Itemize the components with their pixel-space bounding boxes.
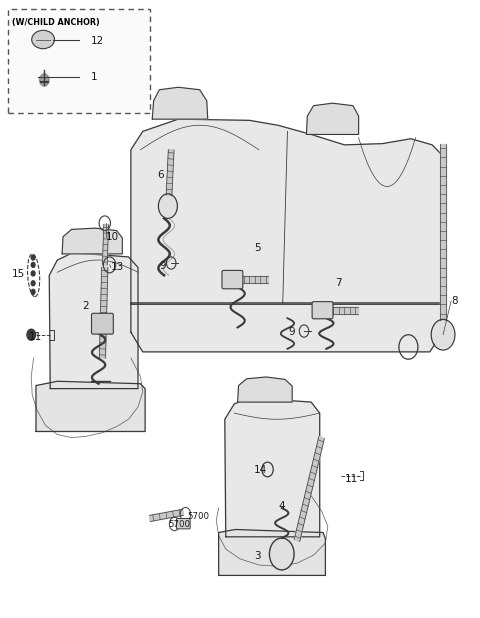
Text: 10: 10: [106, 232, 120, 242]
Text: 5700: 5700: [169, 520, 191, 529]
Polygon shape: [219, 530, 325, 575]
Polygon shape: [166, 150, 174, 199]
Polygon shape: [294, 436, 324, 541]
Text: (W/CHILD ANCHOR): (W/CHILD ANCHOR): [12, 18, 100, 27]
Polygon shape: [99, 267, 108, 358]
Text: 11: 11: [344, 474, 358, 485]
Polygon shape: [225, 398, 320, 537]
FancyBboxPatch shape: [177, 519, 190, 529]
Polygon shape: [306, 103, 359, 135]
Circle shape: [39, 74, 49, 86]
Text: 5700: 5700: [188, 512, 210, 520]
Text: 7: 7: [335, 277, 341, 287]
Polygon shape: [325, 307, 358, 314]
Text: 11: 11: [29, 332, 42, 342]
Circle shape: [31, 255, 35, 260]
FancyBboxPatch shape: [312, 302, 333, 319]
Text: 9: 9: [288, 328, 295, 337]
FancyBboxPatch shape: [222, 271, 243, 289]
FancyBboxPatch shape: [92, 313, 113, 334]
Text: 1: 1: [91, 72, 97, 82]
Polygon shape: [150, 509, 183, 522]
Polygon shape: [131, 303, 444, 352]
Text: 13: 13: [111, 263, 124, 273]
Text: 2: 2: [83, 301, 89, 311]
Circle shape: [270, 540, 293, 569]
Circle shape: [27, 329, 36, 341]
Polygon shape: [235, 276, 268, 283]
Circle shape: [432, 321, 454, 349]
FancyBboxPatch shape: [9, 9, 150, 113]
Text: 4: 4: [278, 501, 285, 511]
Text: 5: 5: [254, 243, 261, 253]
Text: 15: 15: [12, 269, 25, 279]
Text: 9: 9: [160, 261, 167, 271]
Polygon shape: [238, 377, 292, 402]
Text: 14: 14: [254, 465, 267, 475]
Polygon shape: [440, 143, 446, 328]
Circle shape: [159, 195, 177, 217]
Circle shape: [31, 271, 35, 276]
Polygon shape: [62, 228, 122, 254]
Circle shape: [31, 281, 35, 286]
Text: 12: 12: [91, 36, 104, 46]
Text: 8: 8: [451, 296, 458, 306]
Circle shape: [31, 263, 35, 268]
Polygon shape: [131, 119, 444, 304]
Ellipse shape: [32, 30, 55, 49]
Polygon shape: [152, 87, 208, 119]
Polygon shape: [102, 224, 108, 265]
Text: 6: 6: [157, 171, 164, 180]
Circle shape: [31, 289, 35, 294]
Text: 3: 3: [254, 551, 261, 561]
Polygon shape: [49, 253, 138, 389]
Polygon shape: [36, 381, 145, 431]
